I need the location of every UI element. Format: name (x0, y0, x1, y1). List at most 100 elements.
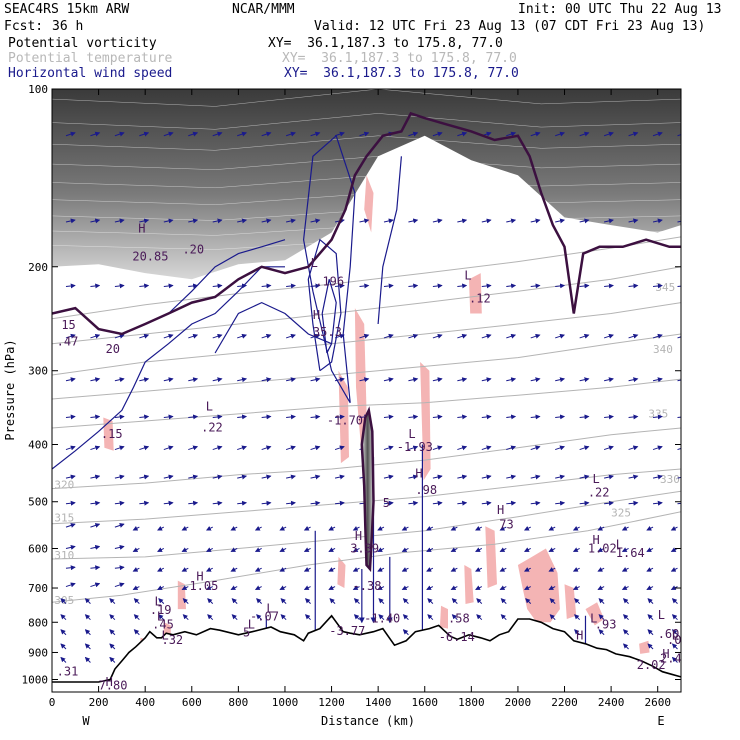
wind-speed-contour (168, 239, 286, 314)
wind-vector (628, 218, 639, 224)
theta-contour (52, 236, 681, 320)
wind-vector (652, 445, 663, 451)
wind-vector (352, 547, 360, 552)
wind-vector (352, 526, 360, 531)
wind-vector (207, 614, 214, 621)
wind-vector (432, 474, 443, 480)
wind-vector (670, 567, 678, 572)
wind-vector (574, 598, 581, 605)
theta-contour (52, 490, 681, 560)
pv-extremum-label: L (157, 610, 164, 624)
pv-strat-contour (52, 113, 681, 130)
wind-vector (114, 414, 125, 420)
wind-vector (261, 131, 272, 137)
wind-vector (506, 218, 517, 224)
pv-extremum-label: .60 (658, 627, 680, 641)
wind-vector (65, 474, 76, 480)
wind-vector (188, 218, 199, 224)
wind-vector (401, 547, 409, 552)
wind-vector (506, 377, 517, 383)
wind-vector (188, 414, 199, 420)
pv-extremum-label: .00 (667, 633, 689, 647)
wind-vector (499, 567, 507, 572)
wind-vector (476, 598, 483, 605)
wind-vector (65, 523, 76, 528)
wind-vector (426, 567, 434, 572)
pv-extremum-label: H (106, 675, 113, 689)
pv-extremum-label: H (662, 647, 669, 661)
x-tick-label: 1800 (458, 696, 485, 709)
wind-vector (163, 377, 174, 383)
wind-vector (401, 567, 409, 572)
wind-vector (450, 547, 458, 552)
wind-vector (212, 333, 223, 339)
wind-vector (310, 283, 321, 289)
wind-vector (65, 414, 76, 420)
field-name-theta: Potential temperature (8, 51, 173, 66)
wind-vector (334, 333, 345, 339)
wind-vector (383, 377, 394, 383)
wind-vector (408, 131, 419, 137)
theta-contour (52, 468, 681, 525)
wind-vector (286, 474, 296, 480)
wind-vector (377, 567, 385, 572)
wind-vector (65, 283, 76, 289)
wind-vector (603, 333, 614, 339)
wind-vector (579, 414, 590, 420)
wind-vector (114, 218, 125, 224)
wind-vector (84, 629, 91, 636)
pv-strat-contour (52, 89, 681, 107)
wind-vector (451, 598, 458, 605)
wind-vector (286, 218, 296, 224)
wind-vector (231, 614, 238, 621)
pv-extremum-label: .20 (182, 243, 204, 257)
forecast-label: Fcst: (4, 19, 44, 34)
theta-contour-label: 330 (660, 473, 680, 486)
pv-extremum-label: 2.47 (660, 651, 689, 665)
wind-vector (621, 567, 629, 572)
wind-vector (677, 336, 681, 339)
wind-vector (598, 614, 605, 621)
wind-vector (432, 333, 443, 339)
wind-vector (109, 598, 116, 605)
wind-vector (353, 598, 360, 605)
wind-vector (432, 283, 443, 289)
wind-vector (237, 414, 248, 420)
wind-vector (329, 598, 336, 605)
wind-vector (402, 629, 409, 636)
wind-vector (65, 445, 76, 451)
pv-extremum-label: 1.05 (189, 579, 218, 593)
wind-vector (506, 414, 517, 420)
wind-vector (603, 131, 614, 137)
pv-extremum-label: H (592, 533, 599, 547)
wind-vector (523, 567, 531, 572)
wind-vector (622, 643, 629, 650)
wind-vector (65, 377, 76, 383)
pv-extremum-label: L (248, 618, 255, 632)
wind-vector (646, 526, 654, 531)
wind-vector (334, 377, 345, 383)
wind-vector (65, 500, 76, 506)
model-title: SEAC4RS 15km ARW (4, 2, 130, 17)
wind-vector (432, 218, 443, 224)
y-tick-label: 100 (28, 83, 48, 96)
wind-vector (628, 377, 639, 383)
theta-contour (52, 302, 681, 376)
wind-vector (579, 474, 590, 480)
x-tick-label: 1200 (318, 696, 345, 709)
wind-vector (256, 598, 263, 605)
wind-vector (481, 500, 492, 506)
wind-vector (525, 598, 532, 605)
wind-vector (530, 333, 541, 339)
wind-vector (408, 283, 419, 289)
wind-vector (285, 131, 296, 137)
pv-extremum-label: .93 (595, 618, 617, 632)
wind-vector (652, 474, 663, 480)
wind-vector (677, 502, 681, 505)
wind-vector (231, 598, 238, 605)
pink-shading-patch (337, 556, 346, 588)
wind-speed-contour (214, 301, 332, 354)
wind-vector (205, 585, 213, 590)
wind-vector (188, 333, 199, 339)
wind-vector (432, 131, 443, 137)
